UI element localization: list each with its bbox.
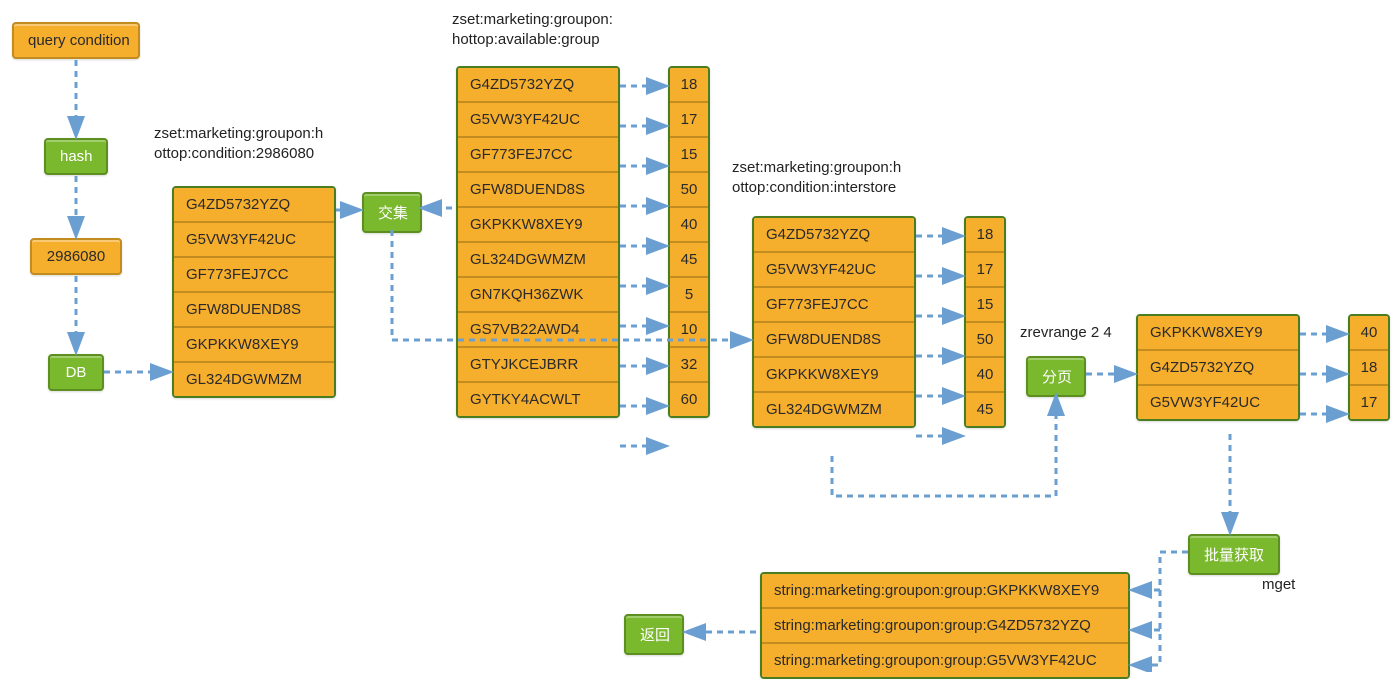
list-item: 18 (966, 218, 1004, 253)
query-condition-box: query condition (12, 22, 140, 59)
list-item: G5VW3YF42UC (754, 253, 914, 288)
list-item: G4ZD5732YZQ (1138, 351, 1298, 386)
list-item: 32 (670, 348, 708, 383)
list-item: G4ZD5732YZQ (174, 188, 334, 223)
label-mget: mget (1262, 576, 1295, 593)
list-item: GL324DGWMZM (174, 363, 334, 396)
intersection-box: 交集 (362, 192, 422, 233)
label-zrevrange: zrevrange 2 4 (1020, 324, 1112, 341)
list-item: 45 (966, 393, 1004, 426)
list-item: GFW8DUEND8S (174, 293, 334, 328)
list-item: GF773FEJ7CC (754, 288, 914, 323)
hash-box: hash (44, 138, 108, 175)
list-item: 50 (670, 173, 708, 208)
hash-value-box: 2986080 (30, 238, 122, 275)
list-item: GS7VB22AWD4 (458, 313, 618, 348)
list-item: GTYJKCEJBRR (458, 348, 618, 383)
list-item: GKPKKW8XEY9 (754, 358, 914, 393)
stack-interstore-keys: G4ZD5732YZQ G5VW3YF42UC GF773FEJ7CC GFW8… (752, 216, 916, 428)
list-item: G5VW3YF42UC (1138, 386, 1298, 419)
list-item: GF773FEJ7CC (174, 258, 334, 293)
list-item: string:marketing:groupon:group:GKPKKW8XE… (762, 574, 1128, 609)
label-interstore: zset:marketing:groupon:h ottop:condition… (732, 158, 901, 199)
return-box: 返回 (624, 614, 684, 655)
batch-get-box: 批量获取 (1188, 534, 1280, 575)
list-item: G5VW3YF42UC (458, 103, 618, 138)
stack-available-scores: 18 17 15 50 40 45 5 10 32 60 (668, 66, 710, 418)
list-item: G5VW3YF42UC (174, 223, 334, 258)
list-item: GFW8DUEND8S (458, 173, 618, 208)
paginate-box: 分页 (1026, 356, 1086, 397)
list-item: GL324DGWMZM (458, 243, 618, 278)
list-item: 17 (966, 253, 1004, 288)
list-item: 10 (670, 313, 708, 348)
stack-result-scores: 40 18 17 (1348, 314, 1390, 421)
list-item: 5 (670, 278, 708, 313)
list-item: GN7KQH36ZWK (458, 278, 618, 313)
list-item: 40 (966, 358, 1004, 393)
stack-condition: G4ZD5732YZQ G5VW3YF42UC GF773FEJ7CC GFW8… (172, 186, 336, 398)
label-available-group: zset:marketing:groupon: hottop:available… (452, 10, 613, 51)
list-item: GYTKY4ACWLT (458, 383, 618, 416)
stack-interstore-scores: 18 17 15 50 40 45 (964, 216, 1006, 428)
list-item: GFW8DUEND8S (754, 323, 914, 358)
list-item: G4ZD5732YZQ (754, 218, 914, 253)
list-item: 15 (670, 138, 708, 173)
list-item: string:marketing:groupon:group:G5VW3YF42… (762, 644, 1128, 677)
list-item: GL324DGWMZM (754, 393, 914, 426)
list-item: 18 (1350, 351, 1388, 386)
db-box: DB (48, 354, 104, 391)
list-item: 60 (670, 383, 708, 416)
list-item: GKPKKW8XEY9 (174, 328, 334, 363)
list-item: 15 (966, 288, 1004, 323)
stack-available-keys: G4ZD5732YZQ G5VW3YF42UC GF773FEJ7CC GFW8… (456, 66, 620, 418)
stack-strings: string:marketing:groupon:group:GKPKKW8XE… (760, 572, 1130, 679)
list-item: G4ZD5732YZQ (458, 68, 618, 103)
list-item: string:marketing:groupon:group:G4ZD5732Y… (762, 609, 1128, 644)
list-item: 40 (670, 208, 708, 243)
list-item: 40 (1350, 316, 1388, 351)
list-item: GKPKKW8XEY9 (458, 208, 618, 243)
list-item: 50 (966, 323, 1004, 358)
list-item: GF773FEJ7CC (458, 138, 618, 173)
list-item: GKPKKW8XEY9 (1138, 316, 1298, 351)
list-item: 17 (1350, 386, 1388, 419)
list-item: 17 (670, 103, 708, 138)
list-item: 45 (670, 243, 708, 278)
stack-result-keys: GKPKKW8XEY9 G4ZD5732YZQ G5VW3YF42UC (1136, 314, 1300, 421)
list-item: 18 (670, 68, 708, 103)
label-condition-2986080: zset:marketing:groupon:h ottop:condition… (154, 124, 323, 165)
